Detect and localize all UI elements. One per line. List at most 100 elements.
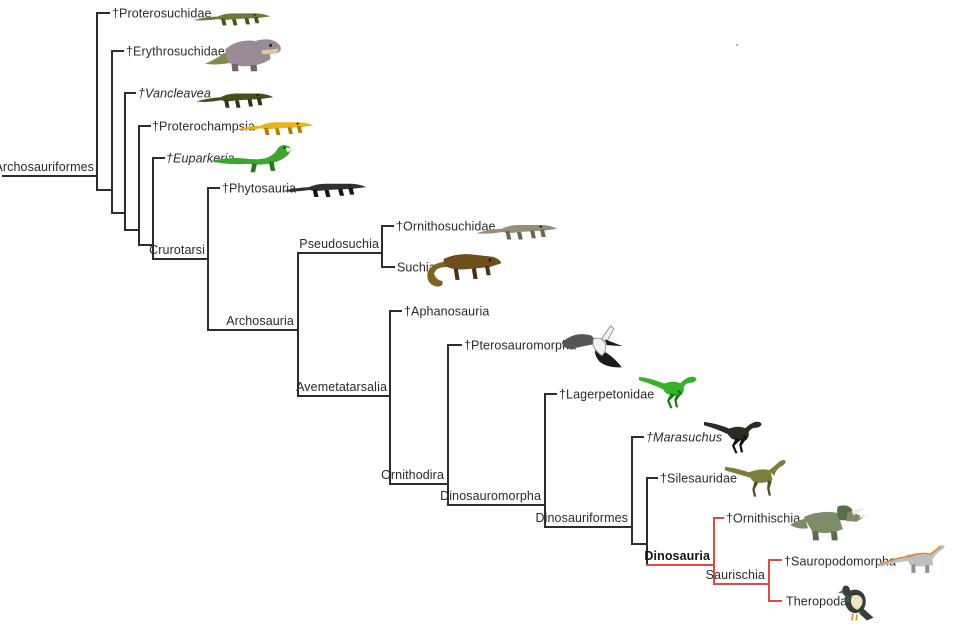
sauropodomorpha-shape xyxy=(880,545,942,565)
branch-b-phytosauria xyxy=(207,187,220,189)
branch-v-node13 xyxy=(646,477,648,566)
proterochampsia-shape xyxy=(296,122,299,125)
branch-v-node4 xyxy=(138,125,140,246)
erythrosuchidae-illustration xyxy=(205,39,281,72)
phytosauria-illustration xyxy=(282,183,367,197)
theropoda-shape xyxy=(844,595,852,603)
branch-b-ornithodira xyxy=(389,483,449,485)
taxon-label-suchia: Suchia xyxy=(397,260,436,275)
erythrosuchidae-shape xyxy=(261,48,280,55)
branch-b-theropoda xyxy=(768,600,782,602)
suchia-shape xyxy=(443,254,502,270)
ornithischia-shape xyxy=(812,530,838,541)
branch-b-dinosauriformes xyxy=(544,526,633,528)
phytosauria-shape xyxy=(282,183,367,192)
theropoda-shape xyxy=(859,607,874,621)
branch-b-pseudosuchia xyxy=(297,252,383,254)
vancleavea-shape xyxy=(256,94,259,97)
lagerpetonidae-shape xyxy=(677,389,683,396)
branch-b-ornithosuchidae xyxy=(381,225,394,227)
lagerpetonidae-shape xyxy=(679,376,697,389)
branch-v-pseudosuchia xyxy=(381,225,383,268)
sauropodomorpha-shape xyxy=(879,556,909,567)
ornithischia-shape xyxy=(803,511,843,534)
pterosauromorpha-shape xyxy=(561,334,599,349)
vancleavea-illustration xyxy=(196,93,274,108)
taxon-label-sauropodomorpha: †Sauropodomorpha xyxy=(784,554,897,569)
erythrosuchidae-shape xyxy=(268,43,273,47)
branch-v-node2 xyxy=(111,50,113,214)
sauropodomorpha-shape xyxy=(905,553,934,567)
pterosauromorpha-shape xyxy=(605,339,623,347)
branch-b-aphanosauria xyxy=(389,310,402,312)
branch-b-sauropodomorpha xyxy=(768,559,782,561)
branch-stub-node5 xyxy=(138,244,154,246)
vancleavea-shape xyxy=(196,93,274,102)
sauropodomorpha-shape xyxy=(928,545,945,560)
branch-v-dinosauromorpha xyxy=(544,393,546,528)
branch-b-proterosuchidae xyxy=(96,12,110,14)
proterochampsia-shape xyxy=(236,122,314,130)
marasuchus-shape xyxy=(704,421,732,435)
branch-b-crurotarsi xyxy=(152,258,209,260)
silesauridae-illustration xyxy=(725,459,786,497)
theropoda-shape xyxy=(838,589,844,594)
taxon-label-aphanosauria: †Aphanosauria xyxy=(404,304,490,319)
taxon-label-dinosauriformes: Dinosauriformes xyxy=(535,511,628,525)
taxon-label-proterosuchidae: †Proterosuchidae xyxy=(112,6,212,21)
theropoda-illustration xyxy=(838,585,874,621)
branch-b-avemetatarsalia xyxy=(297,395,391,397)
theropoda-shape xyxy=(850,594,864,611)
taxon-label-ornithodira: Ornithodira xyxy=(381,468,444,482)
branch-stub-node2 xyxy=(96,189,113,191)
branch-b-proterochampsia xyxy=(138,125,151,127)
euparkeria-shape xyxy=(285,147,296,153)
branch-b-erythrosuchidae xyxy=(111,50,124,52)
taxon-label-silesauridae: †Silesauridae xyxy=(660,471,738,486)
branch-v-dinosauriformes xyxy=(631,436,633,545)
theropoda-shape xyxy=(850,613,858,621)
taxon-label-marasuchus: †Marasuchus xyxy=(646,430,723,445)
ornithischia-shape xyxy=(851,507,868,519)
branch-b-silesauridae xyxy=(646,477,658,479)
silesauridae-shape xyxy=(768,459,786,476)
branch-b-ornithischia xyxy=(713,517,724,519)
euparkeria-shape xyxy=(210,145,291,165)
ornithosuchidae-illustration xyxy=(476,224,558,240)
taxon-label-ornithischia: †Ornithischia xyxy=(726,511,801,526)
branch-b-vancleavea xyxy=(124,92,136,94)
taxon-label-erythrosuchidae: †Erythrosuchidae xyxy=(126,44,225,59)
proterosuchidae-shape xyxy=(221,17,260,26)
suchia-shape xyxy=(453,266,491,280)
pterosauromorpha-shape xyxy=(592,337,607,357)
sauropodomorpha-shape xyxy=(911,564,930,573)
branch-b-marasuchus xyxy=(631,436,644,438)
erythrosuchidae-shape xyxy=(231,63,258,72)
branch-b-lagerpetonidae xyxy=(544,393,557,395)
branch-v-ornithodira xyxy=(447,344,449,506)
pterosauromorpha-shape xyxy=(601,325,615,342)
phytosauria-shape xyxy=(312,187,355,197)
ornithosuchidae-shape xyxy=(505,229,546,240)
taxon-label-dinosauromorpha: Dinosauromorpha xyxy=(440,489,541,503)
proterochampsia-illustration xyxy=(236,122,314,136)
taxon-label-saurischia: Saurischia xyxy=(705,568,765,582)
branch-b-dinosauromorpha xyxy=(447,504,546,506)
taxon-label-dinosauria: Dinosauria xyxy=(644,549,710,563)
vancleavea-shape xyxy=(224,97,263,108)
taxon-label-phytosauria: †Phytosauria xyxy=(222,181,297,196)
branch-v-avemetatarsalia xyxy=(389,310,391,485)
proterosuchidae-shape xyxy=(193,13,271,21)
suchia-shape xyxy=(488,258,492,262)
branch-b-suchia xyxy=(381,266,395,268)
suchia-shape xyxy=(427,261,448,287)
theropoda-shape xyxy=(842,585,851,597)
branch-root-branch xyxy=(2,175,98,177)
suchia-illustration xyxy=(427,254,502,287)
branch-stub-node4 xyxy=(124,229,140,231)
silesauridae-shape xyxy=(749,469,773,483)
taxon-label-proterochampsia: †Proterochampsia xyxy=(152,119,256,134)
taxon-label-avemetatarsalia: Avemetatarsalia xyxy=(296,380,387,394)
taxon-label-ornithosuchidae: †Ornithosuchidae xyxy=(396,219,496,234)
